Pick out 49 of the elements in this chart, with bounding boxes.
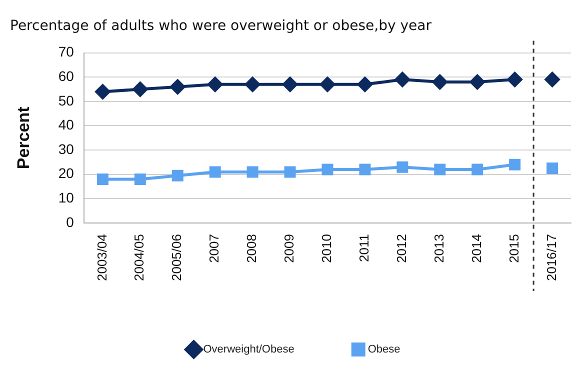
point <box>284 166 296 178</box>
x-tick-label: 2007 <box>206 234 222 263</box>
x-tick-label: 2010 <box>319 234 334 263</box>
x-tick-label: 2012 <box>394 234 409 263</box>
point <box>132 82 148 97</box>
x-tick-label: 2003/04 <box>94 234 110 282</box>
y-tick-label: 10 <box>58 190 74 206</box>
legend-label: Overweight/Obese <box>203 344 294 356</box>
x-tick-label: 2015 <box>506 234 522 263</box>
y-tick-label: 30 <box>58 140 74 157</box>
point <box>507 72 522 88</box>
y-tick-label: 70 <box>58 44 74 60</box>
point <box>95 84 110 100</box>
point <box>246 166 258 178</box>
point <box>322 164 334 176</box>
x-tick-label: 2004/05 <box>132 234 147 282</box>
point <box>434 164 446 176</box>
x-tick-label: 2014 <box>468 234 484 263</box>
x-tick-label: 2016/17 <box>544 234 559 282</box>
point <box>432 74 448 90</box>
point <box>134 174 146 185</box>
point <box>172 170 184 182</box>
point <box>357 76 372 92</box>
point <box>396 161 408 173</box>
point <box>170 79 186 94</box>
y-tick-label: 60 <box>58 68 74 84</box>
point <box>470 74 485 90</box>
x-tick-label: 2005/06 <box>169 234 184 282</box>
y-tick-label: 40 <box>58 116 74 133</box>
point <box>208 76 223 92</box>
point <box>282 76 298 92</box>
point <box>209 166 221 178</box>
point <box>394 72 410 88</box>
point <box>96 174 108 185</box>
point <box>320 76 335 92</box>
y-axis-title: Percent <box>14 106 33 170</box>
point <box>359 164 371 176</box>
x-tick-label: 2013 <box>431 234 446 263</box>
x-tick-label: 2009 <box>282 234 297 263</box>
y-tick-label: 20 <box>58 165 74 182</box>
point <box>472 164 484 176</box>
y-tick-label: 0 <box>66 214 74 230</box>
legend-label: Obese <box>368 344 400 356</box>
x-tick-label: 2008 <box>244 234 260 263</box>
y-tick-label: 50 <box>58 92 74 108</box>
chart-title: Percentage of adults who were overweight or obese,by year <box>10 18 432 34</box>
x-tick-label: 2011 <box>356 234 372 262</box>
point <box>509 158 521 170</box>
point <box>245 76 260 92</box>
